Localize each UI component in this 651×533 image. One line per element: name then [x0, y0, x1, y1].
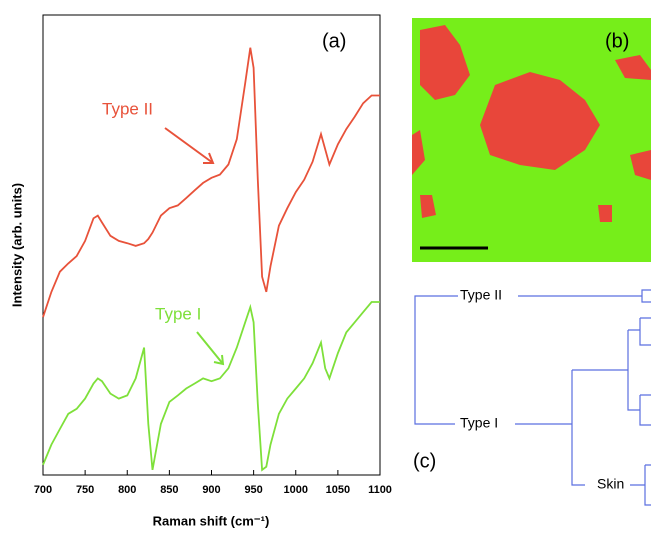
x-tick-label: 850 [160, 484, 178, 496]
x-tick-label: 1000 [284, 484, 308, 496]
annotation: (a) [322, 30, 346, 52]
dendrogram-branch [415, 296, 458, 424]
x-tick-label: 950 [244, 484, 262, 496]
leaf-label: Type I [460, 415, 498, 431]
dendrogram [415, 290, 651, 505]
panel-label: (c) [413, 450, 436, 472]
x-tick-label: 1100 [368, 484, 392, 496]
annotation: Type I [155, 304, 201, 323]
line-series [43, 48, 380, 318]
leaf-label: Skin [597, 476, 624, 492]
leaf-label: Type II [460, 287, 502, 303]
figure: Intensity (arb. units) Raman shift (cm⁻¹… [0, 0, 651, 533]
x-tick-label: 750 [76, 484, 94, 496]
x-tick-label: 900 [202, 484, 220, 496]
map: (b) [412, 18, 651, 262]
dendrogram-branch [628, 318, 651, 425]
line-series [43, 302, 380, 470]
x-tick-label: 1050 [326, 484, 350, 496]
annotation: Type II [102, 99, 153, 118]
map-region [598, 205, 612, 222]
arrow [197, 332, 223, 364]
y-axis-label: Intensity (arb. units) [9, 183, 24, 307]
x-axis-label: Raman shift (cm⁻¹) [153, 513, 270, 528]
dendrogram-branch [515, 370, 645, 485]
x-tick-label: 700 [34, 484, 52, 496]
panel-label: (b) [605, 30, 629, 52]
plot-frame [43, 15, 380, 475]
arrow [165, 128, 213, 163]
dendrogram-branch [518, 290, 651, 302]
dendrogram-branch [645, 465, 651, 505]
x-tick-label: 800 [118, 484, 136, 496]
